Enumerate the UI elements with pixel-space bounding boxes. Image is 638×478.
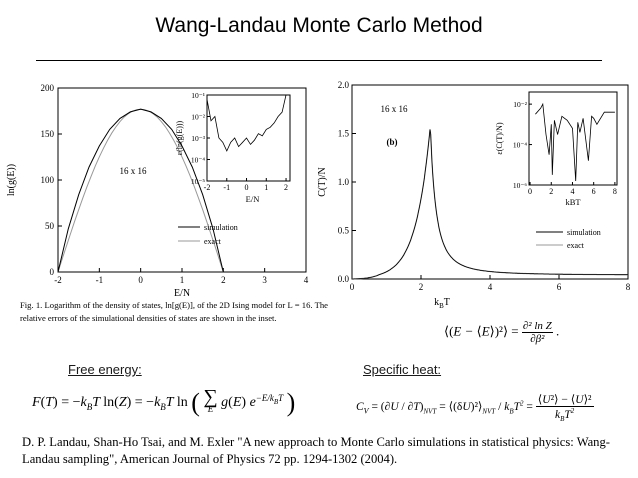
x-tick-label-a: -2	[54, 275, 62, 285]
legend-label-simulation-a: simulation	[204, 223, 238, 232]
legend-label-exact-a: exact	[204, 237, 222, 246]
inset-y-tick-label-a: 10⁻⁴	[191, 156, 205, 165]
x-tick-label-a: 4	[304, 275, 309, 285]
title-divider	[36, 60, 602, 61]
specific-heat-label[interactable]: Specific heat:	[363, 362, 442, 377]
free-energy-label[interactable]: Free energy:	[68, 362, 142, 377]
inset-x-label-b: kBT	[565, 197, 581, 207]
inset-x-tick-label-b: 4	[570, 187, 574, 196]
x-tick-label-b: 0	[350, 282, 355, 292]
y-tick-label-a: 200	[41, 83, 55, 93]
specific-heat-equation: CV = (∂U / ∂T)NVT = ⟨(δU)²⟩NVT / kBT2 = …	[356, 394, 594, 424]
inset-x-tick-label-a: 2	[284, 183, 288, 192]
y-tick-label-a: 0	[50, 267, 55, 277]
y-tick-label-b: 1.0	[338, 177, 350, 187]
y-tick-label-b: 0.0	[338, 274, 350, 284]
y-tick-label-a: 50	[45, 221, 55, 231]
legend-label-exact-b: exact	[567, 241, 585, 250]
x-tick-label-a: 2	[221, 275, 226, 285]
inset-x-tick-label-a: 0	[245, 183, 249, 192]
slide-title: Wang-Landau Monte Carlo Method	[155, 14, 483, 37]
panel-text-a: 16 x 16	[120, 166, 148, 176]
inset-y-tick-label-b: 10⁻²	[513, 100, 527, 109]
inset-y-tick-label-b: 10⁻⁶	[513, 181, 527, 190]
x-axis-label-a: E/N	[174, 288, 190, 299]
x-tick-label-b: 4	[488, 282, 493, 292]
inset-y-label-b: ε(C(T)/N)	[495, 122, 504, 155]
inset-y-tick-label-b: 10⁻⁴	[513, 141, 527, 150]
x-tick-label-b: 2	[419, 282, 424, 292]
inset-x-tick-label-b: 6	[592, 187, 596, 196]
y-tick-label-b: 0.5	[338, 226, 350, 236]
y-tick-label-b: 2.0	[338, 80, 350, 90]
inset-y-tick-label-a: 10⁻²	[191, 113, 205, 122]
inset-x-label-a: E/N	[246, 194, 260, 204]
figure-caption: Fig. 1. Logarithm of the density of stat…	[20, 300, 328, 323]
x-tick-label-b: 6	[557, 282, 562, 292]
x-tick-label-b: 8	[626, 282, 631, 292]
x-tick-label-a: -1	[96, 275, 104, 285]
inset-x-tick-label-b: 8	[613, 187, 617, 196]
inset-y-tick-label-a: 10⁻¹	[191, 91, 205, 100]
legend-label-simulation-b: simulation	[567, 228, 601, 237]
x-axis-label-b: kBT	[434, 297, 450, 310]
panel-label-b: (b)	[387, 137, 398, 147]
y-axis-label-a: ln(g(E))	[6, 164, 17, 196]
simulation-curve-a	[57, 108, 224, 273]
simulation-curve-b	[352, 129, 628, 280]
inset-y-tick-label-a: 10⁻⁵	[191, 177, 205, 186]
x-tick-label-a: 3	[262, 275, 267, 285]
inset-y-label-a: ε(ln(g(E)))	[175, 120, 184, 155]
inset-x-tick-label-b: 0	[528, 187, 532, 196]
inset-x-tick-label-b: 2	[549, 187, 553, 196]
fluctuation-equation: ⟨(E − ⟨E⟩)²⟩ = ∂² ln Z ∂β² .	[444, 320, 560, 345]
inset-frame-a	[206, 94, 291, 182]
inset-x-tick-label-a: -1	[223, 183, 230, 192]
inset-error-curve-b	[535, 102, 615, 182]
x-tick-label-a: 1	[180, 275, 185, 285]
y-tick-label-b: 1.5	[338, 129, 350, 139]
reference-citation: D. P. Landau, Shan-Ho Tsai, and M. Exler…	[22, 435, 610, 466]
y-tick-label-a: 150	[41, 129, 55, 139]
panel-text-b: 16 x 16	[381, 104, 409, 114]
y-axis-label-b: C(T)/N	[317, 167, 328, 196]
inset-x-tick-label-a: -2	[204, 183, 211, 192]
y-tick-label-a: 100	[41, 175, 55, 185]
inset-x-tick-label-a: 1	[264, 183, 268, 192]
x-tick-label-a: 0	[138, 275, 143, 285]
free-energy-equation: F(T) = −kBT ln(Z) = −kBT ln ( ∑ E g(E) e−…	[32, 386, 296, 417]
inset-error-curve-a	[206, 94, 287, 152]
inset-y-tick-label-a: 10⁻³	[191, 134, 205, 143]
